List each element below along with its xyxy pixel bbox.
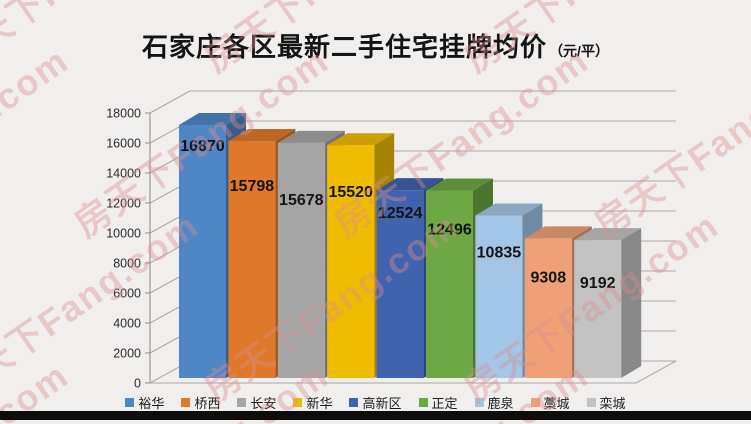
bar-front-face [376, 190, 424, 378]
legend-item-裕华: 裕华 [125, 393, 164, 412]
legend-label: 裕华 [138, 396, 165, 411]
y-axis-tick-label: 16000 [106, 137, 141, 151]
legend-item-正定: 正定 [418, 393, 458, 412]
bar-value-label: 10835 [477, 244, 522, 261]
legend-item-高新区: 高新区 [349, 393, 402, 412]
y-axis-tick-label: 10000 [106, 227, 141, 241]
bar-front-face [574, 240, 622, 378]
legend-item-长安: 长安 [237, 393, 276, 412]
bar-value-label: 12496 [427, 222, 472, 239]
legend-swatch [181, 398, 191, 407]
bar-value-label: 9308 [531, 269, 567, 286]
legend-label: 藁城 [543, 396, 570, 411]
bar-value-label: 15798 [230, 178, 275, 195]
chart-title: 石家庄各区最新二手住宅挂牌均价 [142, 32, 548, 62]
legend-item-鹿泉: 鹿泉 [474, 393, 514, 412]
bar-top-face [179, 112, 246, 125]
bar-value-label: 12524 [378, 205, 423, 222]
legend-label: 长安 [250, 396, 277, 411]
legend-label: 桥西 [194, 396, 221, 411]
bar-top-face [277, 130, 345, 143]
y-axis-tick-label: 8000 [113, 257, 141, 271]
legend-item-藁城: 藁城 [530, 393, 570, 412]
y-axis-tick-label: 14000 [106, 167, 141, 181]
bar-front-face [524, 238, 572, 378]
legend-item-栾城: 栾城 [586, 393, 626, 412]
legend-swatch [349, 398, 359, 407]
legend-label: 新华 [306, 396, 333, 411]
y-axis-tick-label: 18000 [106, 107, 141, 121]
bar-value-label: 15678 [279, 192, 324, 209]
bar-top-face [524, 226, 592, 239]
legend-swatch [530, 398, 540, 407]
bar-value-label: 15520 [328, 184, 373, 201]
bar-value-label: 9192 [580, 275, 616, 292]
bar-front-face [277, 142, 325, 378]
bar-value-label: 16870 [180, 138, 225, 155]
legend-label: 高新区 [362, 396, 402, 411]
bar-front-face [228, 141, 276, 378]
bar-front-face [426, 190, 473, 378]
bar-top-face [376, 178, 444, 191]
legend-swatch [125, 398, 135, 407]
legend-swatch [293, 398, 303, 407]
bar-top-face [426, 178, 493, 191]
chart-title-row: 石家庄各区最新二手住宅挂牌均价 （元/平） [0, 27, 751, 64]
chart-title-unit: （元/平） [549, 43, 609, 59]
y-axis-tick-label: 6000 [113, 287, 141, 301]
bar-side-face [621, 228, 642, 378]
chart-legend: 裕华 桥西 长安 新华 高新区 正定 鹿泉 藁城 栾城 [0, 393, 751, 412]
y-axis-tick-label: 0 [134, 377, 141, 391]
bottom-black-bar [0, 411, 751, 420]
bar-栾城: 9192 [574, 228, 642, 378]
floor-right-edge [635, 360, 677, 384]
y-axis-tick-label: 4000 [113, 317, 141, 331]
legend-swatch [474, 398, 484, 407]
legend-item-新华: 新华 [293, 393, 332, 412]
bar-top-face [228, 129, 296, 142]
left-wall-line [149, 90, 191, 114]
bar-front-face [179, 124, 226, 378]
bar-front-face [327, 145, 375, 378]
bar-top-face [574, 228, 642, 241]
y-axis-tick-label: 12000 [106, 197, 141, 211]
legend-swatch [418, 398, 428, 407]
legend-label: 鹿泉 [487, 396, 514, 411]
legend-label: 正定 [431, 396, 458, 411]
legend-swatch [586, 398, 596, 407]
bar-top-face [327, 133, 395, 146]
bar-front-face [475, 215, 523, 378]
legend-label: 栾城 [599, 396, 626, 411]
legend-swatch [237, 398, 247, 407]
y-axis-tick-label: 2000 [113, 347, 141, 361]
bar-top-face [475, 203, 543, 216]
legend-item-桥西: 桥西 [181, 393, 220, 412]
